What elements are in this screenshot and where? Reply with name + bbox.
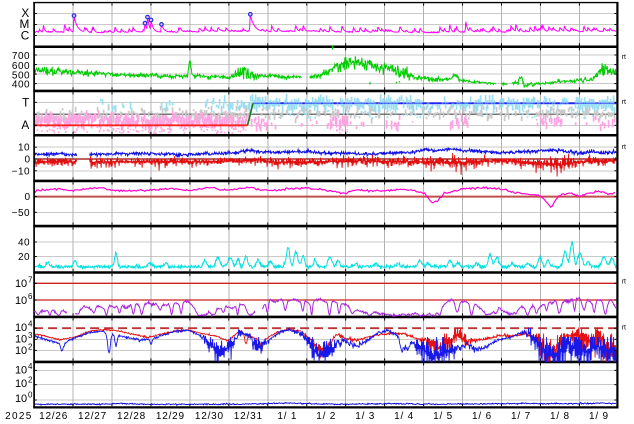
- svg-text:0: 0: [25, 192, 31, 203]
- svg-text:1/ 4: 1/ 4: [394, 411, 414, 422]
- svg-text:1/ 8: 1/ 8: [550, 411, 570, 422]
- svg-text:10: 10: [15, 295, 27, 307]
- svg-text:20: 20: [18, 252, 30, 263]
- svg-text:12/27: 12/27: [78, 411, 107, 422]
- svg-text:C: C: [21, 28, 30, 42]
- svg-text:T: T: [22, 96, 29, 110]
- svg-text:12/30: 12/30: [195, 411, 224, 422]
- svg-text:rt: rt: [622, 144, 626, 151]
- svg-text:6: 6: [28, 292, 33, 301]
- svg-text:rt: rt: [622, 54, 626, 61]
- svg-text:1/ 6: 1/ 6: [472, 411, 492, 422]
- svg-text:X: X: [21, 6, 29, 20]
- svg-text:12/31: 12/31: [234, 411, 263, 422]
- svg-text:10: 10: [15, 278, 27, 290]
- svg-text:12/29: 12/29: [156, 411, 185, 422]
- svg-text:3: 3: [28, 331, 33, 340]
- svg-text:A: A: [21, 118, 29, 132]
- svg-text:7: 7: [28, 276, 33, 285]
- svg-text:10: 10: [15, 365, 27, 377]
- svg-text:1/ 3: 1/ 3: [355, 411, 375, 422]
- svg-text:700: 700: [12, 51, 30, 62]
- svg-text:−50: −50: [12, 208, 30, 219]
- svg-text:1/ 2: 1/ 2: [316, 411, 336, 422]
- svg-text:10: 10: [15, 345, 27, 357]
- svg-text:rt: rt: [622, 99, 626, 106]
- svg-text:400: 400: [12, 80, 30, 91]
- svg-text:10: 10: [18, 143, 30, 154]
- svg-text:2: 2: [28, 375, 33, 384]
- svg-text:12/26: 12/26: [39, 411, 68, 422]
- svg-text:2025: 2025: [5, 411, 32, 422]
- svg-text:10: 10: [15, 393, 27, 405]
- svg-text:10: 10: [15, 334, 27, 346]
- svg-text:10: 10: [15, 378, 27, 390]
- svg-text:1/ 5: 1/ 5: [433, 411, 453, 422]
- svg-text:40: 40: [18, 238, 30, 249]
- svg-text:−10: −10: [12, 166, 30, 177]
- svg-text:1/ 7: 1/ 7: [511, 411, 531, 422]
- svg-text:M: M: [19, 17, 29, 31]
- svg-text:1/ 1: 1/ 1: [277, 411, 297, 422]
- svg-text:rt: rt: [622, 279, 626, 286]
- svg-text:10: 10: [15, 322, 27, 334]
- svg-text:12/28: 12/28: [117, 411, 146, 422]
- svg-text:500: 500: [12, 71, 30, 82]
- svg-text:0: 0: [25, 155, 31, 166]
- svg-text:4: 4: [28, 362, 33, 371]
- svg-text:2: 2: [28, 343, 33, 352]
- svg-text:1/ 9: 1/ 9: [589, 411, 609, 422]
- svg-text:0: 0: [28, 390, 33, 399]
- svg-text:rt: rt: [622, 325, 626, 332]
- svg-text:600: 600: [12, 61, 30, 72]
- svg-text:4: 4: [28, 320, 33, 329]
